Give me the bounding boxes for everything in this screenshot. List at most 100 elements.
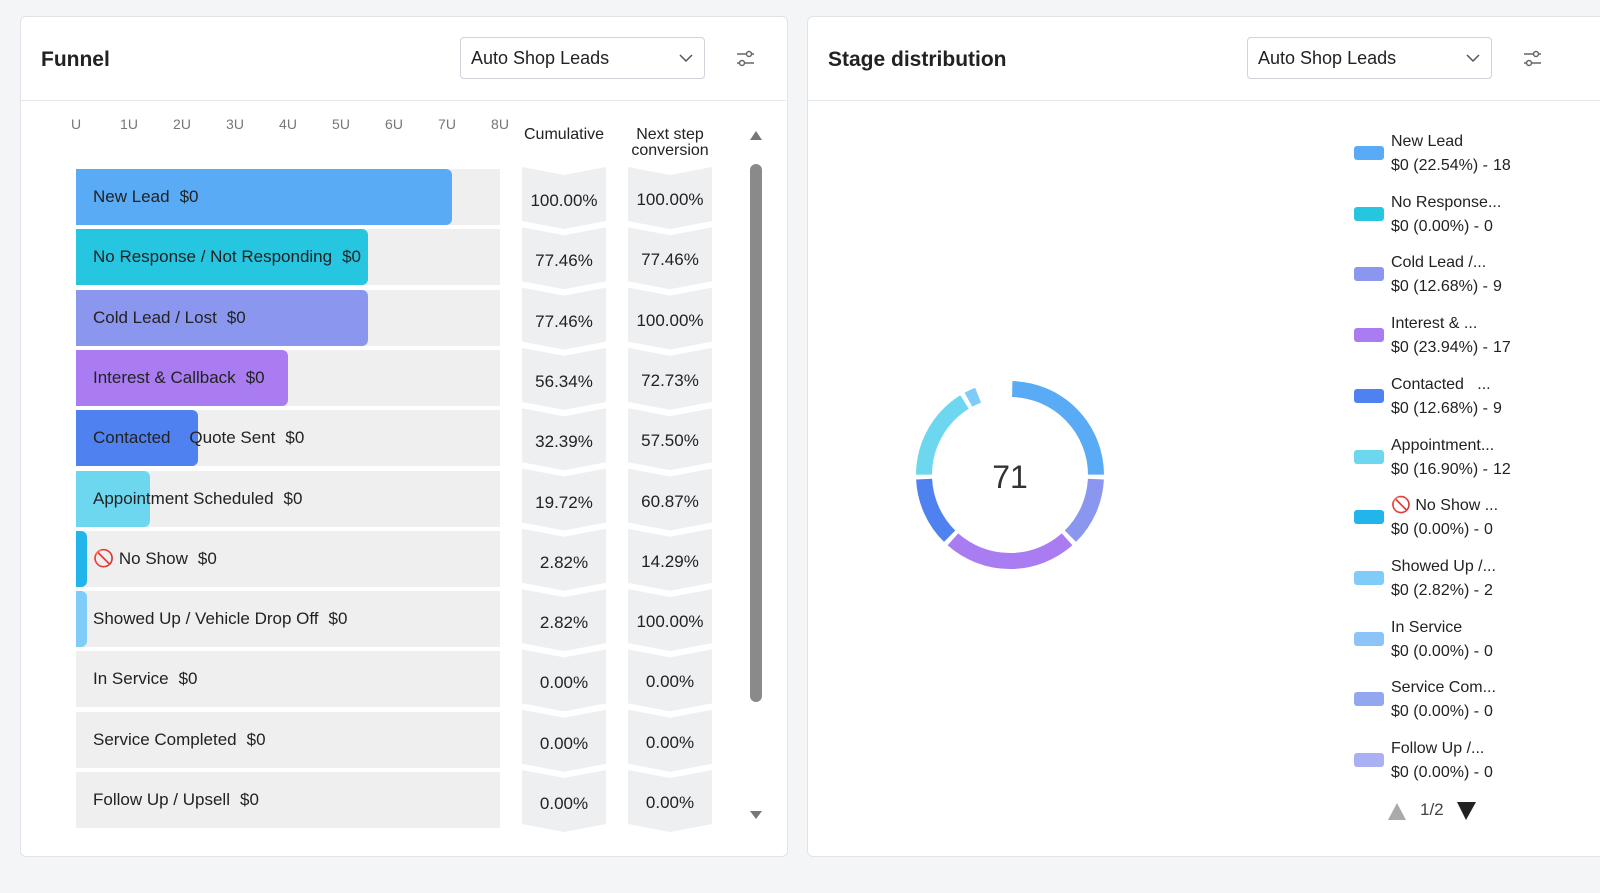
x-tick-label: 4U	[279, 116, 297, 132]
x-tick-label: 6U	[385, 116, 403, 132]
row-background	[76, 591, 500, 648]
legend-count: 9	[1492, 399, 1502, 417]
cumulative: 19.72%	[535, 492, 593, 512]
cell-bg	[522, 288, 606, 350]
legend-name: Follow Up /...	[1391, 740, 1485, 757]
divider	[21, 100, 786, 101]
cell-bg	[628, 408, 712, 470]
cell-bg	[522, 167, 606, 229]
cumulative: 56.34%	[535, 371, 593, 391]
legend-name: Showed Up /...	[1391, 557, 1496, 575]
stage-amount: $0	[197, 548, 217, 568]
legend-count: 0	[1484, 217, 1493, 235]
stage-amount: $0	[226, 307, 246, 327]
stage-name: Follow Up / Upsell	[93, 790, 230, 809]
legend-detail: $0 (12.68%) -	[1391, 278, 1488, 296]
legend-detail: $0 (16.90%) -	[1391, 460, 1488, 478]
x-tick-label: 2U	[173, 116, 191, 132]
column-header: Cumulative	[523, 126, 605, 143]
legend-swatch	[1354, 206, 1384, 221]
page-down[interactable]	[1457, 802, 1476, 820]
legend-swatch	[1354, 692, 1384, 707]
stage-name: New Lead	[93, 187, 170, 206]
cell-bg	[628, 589, 712, 651]
legend-count: 0	[1484, 521, 1493, 539]
stage-amount: $0	[342, 247, 362, 267]
row-background	[76, 651, 500, 708]
legend-name: 🚫 No Show ...	[1391, 497, 1499, 515]
row-background	[76, 530, 500, 587]
dropdown-caret[interactable]	[1466, 54, 1480, 63]
scroll-up[interactable]	[750, 131, 762, 140]
legend-detail: $0 (0.00%) -	[1391, 642, 1480, 660]
legend-name: Cold Lead /...	[1391, 254, 1487, 272]
cell-bg	[628, 770, 712, 832]
bar	[76, 530, 87, 587]
conversion: 0.00%	[645, 732, 695, 752]
legend-name: New Lead	[1391, 133, 1464, 150]
cumulative: 2.82%	[539, 613, 589, 633]
cell-bg	[522, 348, 606, 410]
bar	[76, 169, 453, 225]
bar	[76, 289, 368, 346]
cumulative: 77.46%	[535, 311, 593, 331]
stage-amount: $0	[179, 187, 199, 206]
stage-name: Cold Lead / Lost	[93, 307, 217, 327]
legend-detail: $0 (2.82%) -	[1391, 581, 1480, 599]
x-tick-label: 7U	[438, 116, 456, 132]
x-tick-label: 1U	[120, 116, 138, 132]
legend-count: 0	[1484, 764, 1493, 781]
x-tick-label: U	[70, 116, 82, 132]
cumulative: 2.82%	[539, 552, 589, 572]
legend-swatch	[1354, 449, 1384, 464]
bar	[76, 229, 368, 286]
scroll-down[interactable]	[750, 811, 762, 819]
donut-segment	[947, 533, 1073, 569]
conversion: 77.46%	[641, 250, 699, 270]
bar	[76, 410, 198, 467]
stage-name: Appointment Scheduled	[93, 488, 274, 508]
filter-icon[interactable]	[737, 50, 754, 67]
row-background	[76, 772, 500, 828]
legend-count: 12	[1492, 460, 1511, 478]
cell-bg	[522, 710, 606, 772]
conversion: 100.00%	[636, 612, 704, 632]
legend-detail: $0 (0.00%) -	[1391, 764, 1480, 781]
cell-bg	[522, 589, 606, 651]
donut	[916, 381, 1104, 569]
x-tick-label: 8U	[491, 116, 509, 132]
legend-swatch	[1354, 328, 1384, 343]
legend-swatch	[1354, 570, 1384, 585]
cell-bg	[628, 227, 712, 289]
legend-detail: $0 (12.68%) -	[1391, 399, 1488, 417]
distribution-title: Stage distribution	[828, 48, 1007, 71]
dropdown[interactable]: Auto Shop Leads	[460, 37, 705, 79]
column-header: Next step conversion	[631, 126, 709, 159]
cumulative: 77.46%	[535, 251, 593, 271]
filter-icon[interactable]	[1524, 50, 1541, 67]
scrollbar-thumb[interactable]	[750, 164, 762, 702]
legend-swatch	[1354, 388, 1384, 403]
legend-count: 2	[1484, 581, 1493, 599]
legend-count: 0	[1484, 642, 1493, 660]
stage-name: No Response / Not Responding	[93, 247, 333, 267]
page-up[interactable]	[1388, 803, 1406, 820]
donut-segment	[916, 478, 956, 542]
donut-segment	[1064, 478, 1104, 542]
conversion: 57.50%	[641, 431, 699, 451]
donut-segment	[1011, 381, 1104, 475]
cumulative: 100.00%	[530, 191, 598, 210]
cumulative: 32.39%	[535, 432, 593, 452]
stage-amount: $0	[328, 609, 348, 629]
legend-swatch	[1354, 631, 1384, 646]
cell-bg	[628, 469, 712, 531]
legend-count: 9	[1492, 278, 1502, 296]
conversion: 14.29%	[641, 551, 699, 571]
conversion: 72.73%	[641, 370, 699, 390]
dropdown[interactable]: Auto Shop Leads	[1247, 37, 1492, 79]
cell-bg	[522, 529, 606, 591]
dropdown-caret[interactable]	[679, 54, 693, 63]
stage-amount: $0	[283, 488, 303, 508]
conversion: 60.87%	[641, 491, 699, 511]
